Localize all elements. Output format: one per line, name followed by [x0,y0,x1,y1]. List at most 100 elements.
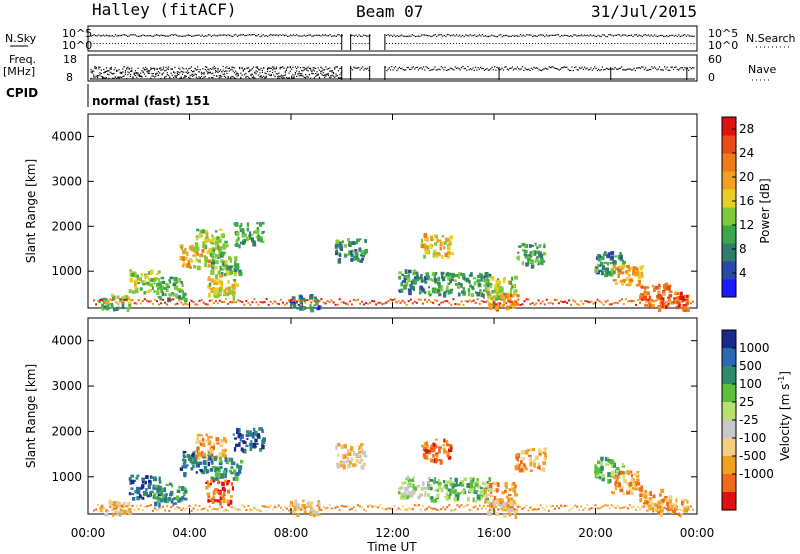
data-cell [449,235,454,240]
freq-point [265,76,267,78]
nsearch-point [334,43,336,44]
nsearch-point [355,43,357,44]
ground-cell [389,507,392,510]
data-cell [249,442,253,446]
data-cell [136,274,139,280]
data-cell [508,305,512,308]
data-cell [436,454,439,458]
ground-cell [620,298,623,301]
freq-point [330,70,332,72]
data-cell [162,497,166,502]
data-cell [221,486,225,491]
nsearch-point [300,43,302,44]
ground-cell [618,507,621,510]
data-cell [148,271,151,275]
freq-point [268,67,270,69]
nsearch-point [328,43,329,44]
nsky-point [224,34,226,36]
data-cell [181,496,185,500]
nsky-point [460,35,462,38]
freq-point [645,67,647,69]
data-cell [317,502,321,507]
data-cell [451,274,454,278]
data-cell [205,439,209,443]
data-cell [598,470,601,474]
freq-point [633,67,635,69]
ground-cell [685,506,688,509]
data-cell [677,303,681,308]
data-cell [223,263,228,267]
freq-point [506,68,508,70]
data-cell [180,288,184,293]
ground-cell [555,505,558,508]
ground-cell [610,303,613,306]
freq-point [350,67,352,70]
ground-cell [446,506,449,509]
data-cell [609,478,612,484]
data-cell [217,287,220,290]
nsearch-point [395,43,396,44]
freq-point [272,69,274,71]
ground-cell [395,508,398,511]
freq-point [396,69,398,72]
ground-cell [99,507,102,510]
data-cell [205,244,208,249]
ground-cell [673,507,676,510]
data-cell [158,476,161,482]
data-cell [420,243,425,249]
ground-cell [306,299,309,302]
data-cell [220,439,224,444]
data-cell [460,283,463,288]
ground-cell [302,300,305,302]
data-cell [626,264,630,269]
data-cell [644,303,648,307]
nsearch-point [172,43,174,44]
freq-point [579,67,581,69]
nsky-point [548,35,550,37]
colorbar-segment [722,189,736,208]
freq-point [284,70,286,72]
data-cell [233,279,237,282]
freq-point [291,75,293,77]
nsky-point [90,35,92,37]
data-cell [483,490,487,495]
freq-point [100,72,102,75]
data-cell [617,254,620,260]
ground-cell [631,300,633,303]
data-cell [680,513,683,516]
nsearch-point [693,43,695,44]
y-tick-label: 4000 [51,334,82,348]
freq-point [590,67,592,69]
data-cell [644,500,648,505]
data-cell [207,498,210,503]
nsky-point [267,35,269,38]
data-cell [498,280,502,285]
data-cell [680,296,683,300]
data-cell [343,445,347,448]
data-cell [293,508,297,512]
freq-point [280,66,282,68]
ground-cell [326,300,329,302]
freq-point [212,72,214,74]
freq-point [431,69,433,71]
ground-cell [549,505,552,508]
data-cell [422,481,425,487]
freq-point [105,67,107,69]
data-cell [165,483,169,487]
ground-cell [448,504,451,507]
data-cell [668,495,673,500]
data-cell [411,285,415,291]
data-cell [514,275,518,280]
data-cell [233,273,237,276]
freq-point [288,72,290,74]
nsky-point [360,35,362,37]
nsearch-point [565,43,567,44]
freq-point [232,70,234,72]
freq-point [656,69,658,71]
nsky-point [299,35,301,37]
data-cell [461,273,465,278]
data-cell [182,295,186,299]
freq-point [629,68,631,70]
ground-cell [229,506,232,509]
nsky-point [265,34,267,37]
